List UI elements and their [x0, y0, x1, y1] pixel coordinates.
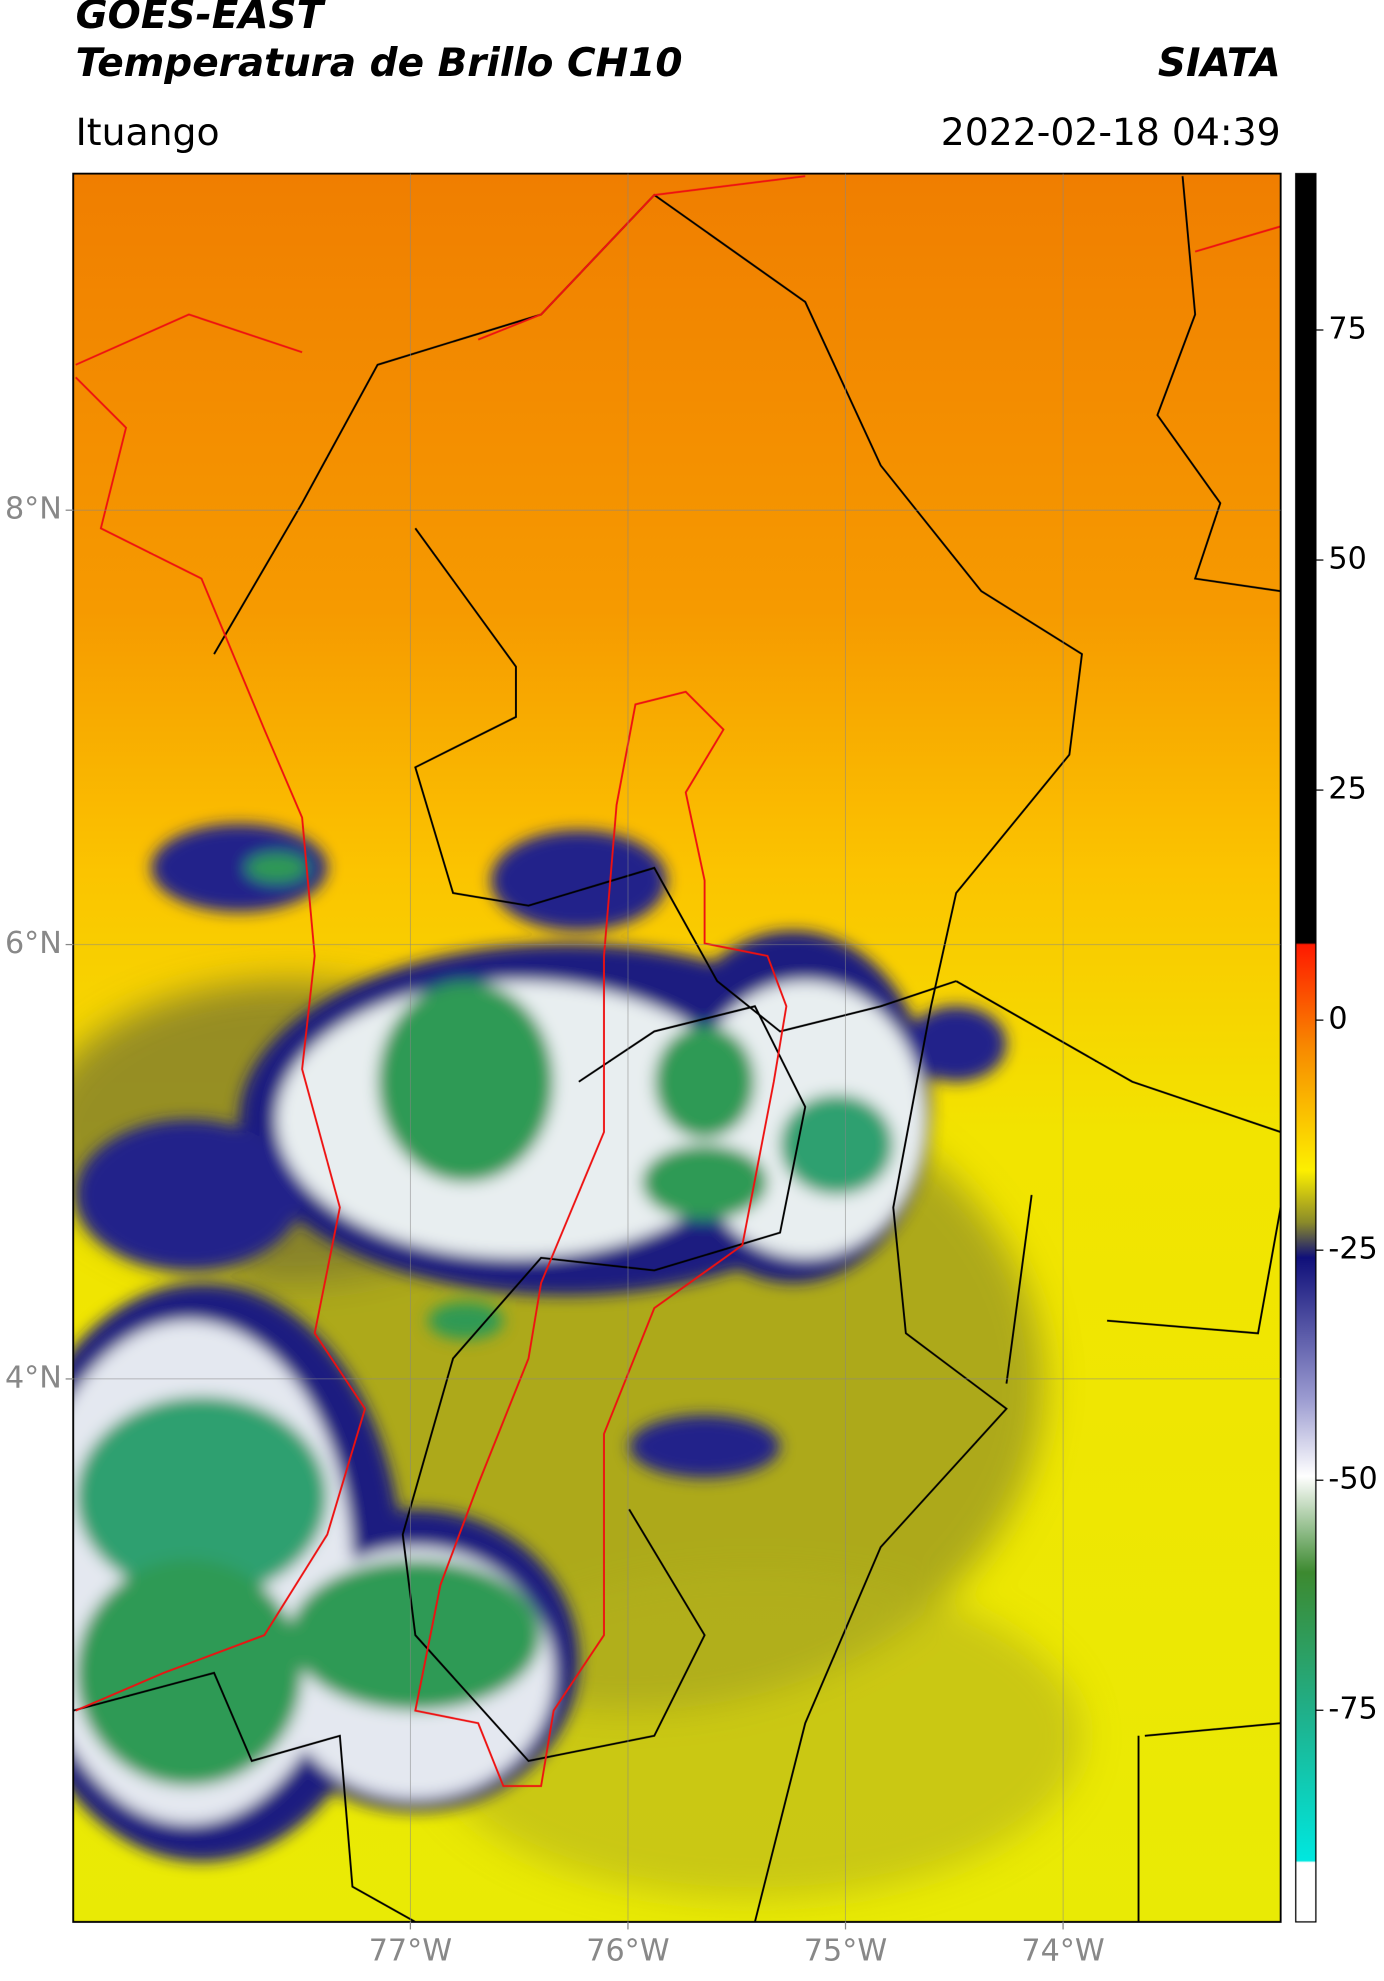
source: SIATA	[1158, 41, 1281, 86]
x-tick-label: 74°W	[1021, 1934, 1104, 1969]
title: GOES-EAST	[76, 0, 327, 38]
x-tick-label: 77°W	[369, 1934, 452, 1969]
colorbar-tick-label: -25	[1328, 1232, 1377, 1267]
colorbar-tick-label: 0	[1328, 1002, 1347, 1037]
red-outlines	[75, 175, 1281, 1787]
y-tick-label: 8°N	[5, 492, 62, 527]
subtitle: Temperatura de Brillo CH10	[76, 41, 683, 86]
border-line	[955, 980, 1281, 1922]
location: Ituango	[76, 110, 220, 154]
datetime: 2022-02-18 04:39	[941, 110, 1281, 154]
border-line	[401, 1005, 807, 1762]
y-tick-label: 6°N	[5, 926, 62, 961]
coastline	[75, 175, 806, 366]
colorbar-tick-label: 25	[1328, 772, 1366, 807]
border-line	[213, 193, 1083, 1922]
colorbar	[1295, 172, 1317, 1923]
clouds	[73, 823, 1007, 1862]
border-line	[414, 527, 957, 1033]
colorbar-tick-label: -50	[1328, 1462, 1377, 1497]
region-outline	[414, 690, 788, 1787]
coastline	[1194, 225, 1281, 253]
colorbar-tick-label: -75	[1328, 1692, 1377, 1727]
borders	[73, 176, 1281, 1922]
map-frame	[72, 172, 1282, 1923]
colorbar-tick-label: 75	[1328, 312, 1366, 347]
border-line	[73, 1671, 416, 1922]
map-image	[73, 173, 1281, 1922]
border-line	[1156, 176, 1281, 593]
colorbar-tick-label: 50	[1328, 542, 1366, 577]
y-tick-label: 4°N	[5, 1360, 62, 1395]
x-tick-label: 76°W	[586, 1934, 669, 1969]
x-tick-label: 75°W	[804, 1934, 887, 1969]
coastline	[75, 376, 367, 1712]
